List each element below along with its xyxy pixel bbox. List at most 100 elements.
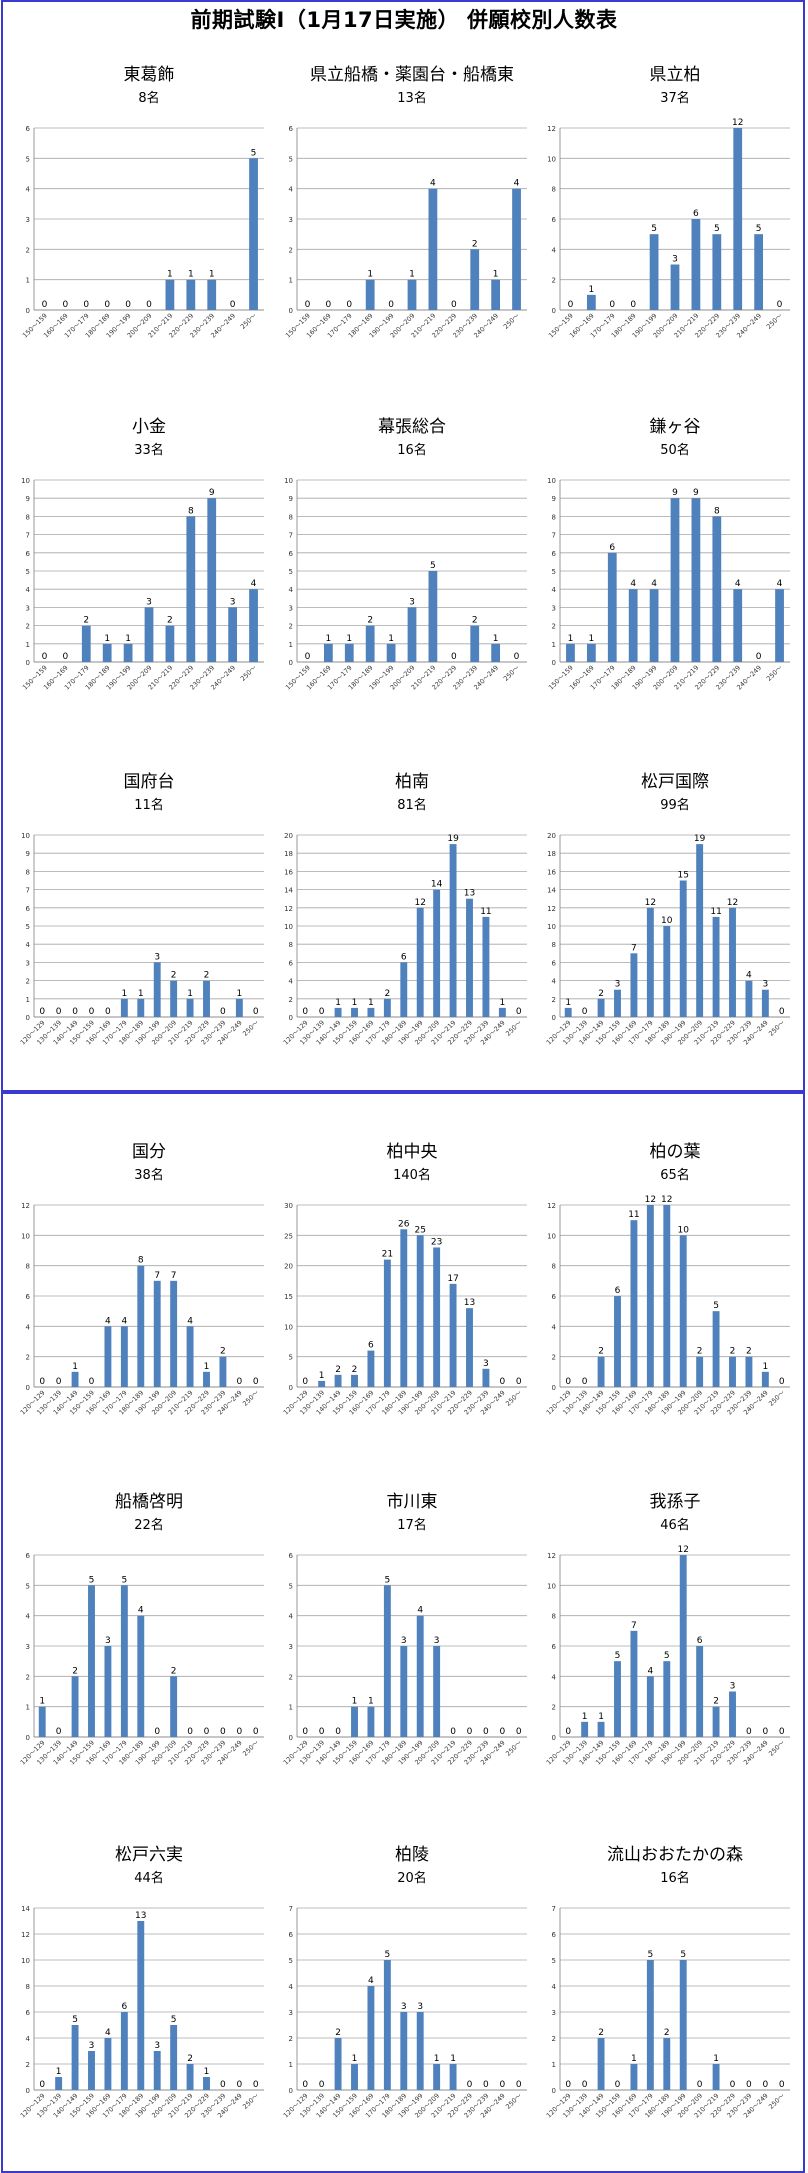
data-label: 0 <box>609 300 615 310</box>
bar <box>170 980 178 1017</box>
data-label: 3 <box>105 1636 111 1646</box>
y-tick-label: 10 <box>284 1323 293 1331</box>
y-tick-label: 8 <box>26 1983 30 1991</box>
y-tick-label: 8 <box>552 513 556 521</box>
data-label: 2 <box>204 971 210 981</box>
data-label: 19 <box>694 834 706 844</box>
data-label: 0 <box>565 2080 571 2090</box>
data-label: 0 <box>302 1727 308 1737</box>
data-label: 1 <box>499 998 505 1008</box>
data-label: 0 <box>253 1007 259 1017</box>
data-label: 0 <box>253 2080 259 2090</box>
y-tick-label: 4 <box>26 1323 31 1331</box>
data-label: 0 <box>62 300 68 310</box>
bar <box>383 1960 391 2090</box>
data-label: 0 <box>220 1727 226 1737</box>
y-tick-label: 4 <box>552 1673 557 1681</box>
bar <box>712 1311 720 1387</box>
y-tick-label: 6 <box>289 550 294 558</box>
bar <box>383 1259 391 1387</box>
y-tick-label: 4 <box>289 978 294 986</box>
data-label: 25 <box>414 1225 425 1235</box>
data-label: 0 <box>762 2080 768 2090</box>
data-label: 0 <box>62 652 68 662</box>
y-tick-label: 6 <box>552 1643 557 1651</box>
data-label: 1 <box>713 2054 719 2064</box>
bar <box>630 1630 638 1737</box>
y-tick-label: 6 <box>552 550 557 558</box>
y-tick-label: 7 <box>26 532 30 540</box>
y-tick-label: 12 <box>21 1202 30 1210</box>
data-label: 1 <box>204 2067 210 2077</box>
data-label: 1 <box>72 1362 78 1372</box>
x-tick-label: 250～ <box>765 311 784 330</box>
bar <box>153 962 161 1017</box>
y-tick-label: 4 <box>552 1323 557 1331</box>
y-tick-label: 3 <box>26 216 30 224</box>
data-label: 5 <box>664 1651 670 1661</box>
bar <box>630 953 638 1017</box>
bar <box>679 1555 687 1737</box>
bottom-frame <box>1 1092 805 2173</box>
bar <box>428 571 438 662</box>
data-label: 7 <box>631 943 637 953</box>
y-tick-label: 10 <box>21 1232 30 1240</box>
bar <box>614 989 621 1017</box>
data-label: 0 <box>730 2080 736 2090</box>
y-tick-label: 4 <box>552 1983 557 1991</box>
x-tick-label: 250～ <box>504 1738 523 1757</box>
bar <box>383 1585 391 1737</box>
chart-title: 鎌ヶ谷 <box>650 417 701 437</box>
y-tick-label: 8 <box>26 1263 30 1271</box>
x-tick-label: 250～ <box>504 1018 523 1037</box>
x-tick-label: 250～ <box>241 1388 260 1407</box>
bar <box>383 998 391 1017</box>
bar <box>153 2051 161 2090</box>
bar <box>491 279 501 310</box>
y-tick-label: 12 <box>284 905 293 913</box>
y-tick-label: 0 <box>26 307 30 315</box>
data-label: 0 <box>56 1727 62 1737</box>
y-tick-label: 8 <box>289 513 293 521</box>
data-label: 6 <box>368 1341 374 1351</box>
y-tick-label: 5 <box>26 1582 30 1590</box>
data-label: 0 <box>565 1377 571 1387</box>
data-label: 4 <box>735 579 741 589</box>
data-label: 0 <box>582 2080 588 2090</box>
y-tick-label: 8 <box>552 1263 556 1271</box>
bar <box>351 1706 358 1737</box>
y-tick-label: 7 <box>289 1905 293 1913</box>
x-tick-label: 250～ <box>767 1388 786 1407</box>
data-label: 0 <box>39 2080 45 2090</box>
y-tick-label: 6 <box>289 959 294 967</box>
data-label: 6 <box>401 952 407 962</box>
y-tick-label: 10 <box>547 1582 556 1590</box>
chart-subtitle: 38名 <box>134 1167 164 1183</box>
chart-title: 柏陵 <box>395 1845 429 1865</box>
x-tick-label: 250～ <box>767 1018 786 1037</box>
y-tick-label: 3 <box>289 2009 293 2017</box>
data-label: 10 <box>661 916 673 926</box>
y-tick-label: 2 <box>289 1673 293 1681</box>
data-label: 0 <box>779 1377 785 1387</box>
data-label: 4 <box>105 1316 111 1326</box>
data-label: 2 <box>335 1365 341 1375</box>
bar <box>712 516 722 662</box>
y-tick-label: 12 <box>547 125 556 133</box>
data-label: 4 <box>121 1316 127 1326</box>
bar <box>88 1585 95 1737</box>
bar <box>597 1356 605 1387</box>
bar <box>712 234 722 310</box>
data-label: 11 <box>710 907 721 917</box>
y-tick-label: 2 <box>289 996 293 1004</box>
data-label: 1 <box>187 989 193 999</box>
data-label: 0 <box>319 2080 325 2090</box>
y-tick-label: 2 <box>26 978 30 986</box>
x-tick-label: 250～ <box>502 663 521 682</box>
data-label: 0 <box>72 1007 78 1017</box>
